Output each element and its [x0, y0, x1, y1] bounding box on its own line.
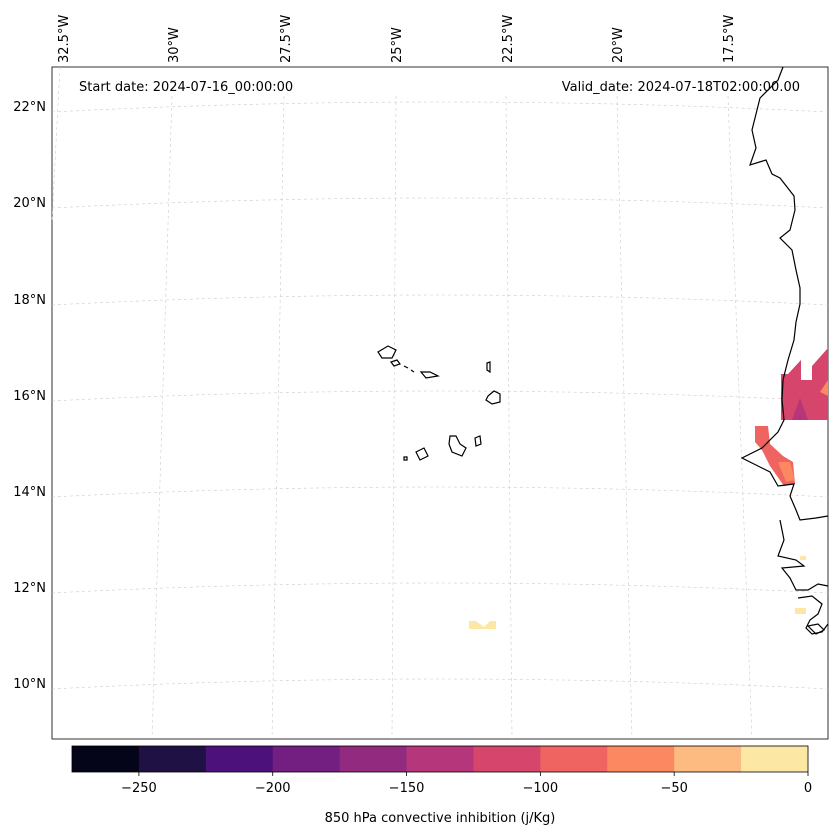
graticule — [51, 66, 829, 740]
island-sao-vicente — [390, 359, 401, 367]
colorbar-tick-label: −200 — [255, 781, 291, 796]
lon-label-27.5: 27.5°W — [279, 15, 294, 63]
colorbar-swatch — [473, 746, 541, 772]
colorbar-frame — [71, 745, 809, 773]
lon-label-30: 30°W — [167, 27, 182, 63]
gridline-lon-30 — [151, 95, 173, 740]
cin-patch-coast-edge — [820, 380, 828, 396]
colorbar-label: 850 hPa convective inhibition (j/Kg) — [325, 811, 556, 826]
island-santa-luzia — [403, 365, 409, 369]
gridline-lat-14 — [51, 486, 829, 498]
colorbar-tick-label: 0 — [804, 781, 812, 796]
cin-patch-coast-mid-light — [778, 462, 795, 482]
island-bijagos — [806, 623, 826, 635]
colorbar-swatch — [741, 746, 809, 772]
cin-contours — [469, 348, 828, 629]
gridline-lon-22.5 — [505, 95, 513, 740]
colorbar-tick-label: −250 — [121, 781, 157, 796]
colorbar-tick-label: −100 — [523, 781, 559, 796]
gridline-lon-17.5 — [727, 95, 753, 740]
cin-patch-coast-south — [795, 608, 806, 614]
island-maio — [474, 435, 482, 447]
colorbar-swatch — [607, 746, 675, 772]
island-raso — [410, 369, 415, 373]
colorbar-tick-label: −150 — [389, 781, 425, 796]
gridline-lon-32.5 — [51, 66, 61, 221]
island-fogo — [415, 447, 429, 461]
gridline-lon-25 — [391, 95, 397, 740]
lat-label-20: 20°N — [13, 196, 46, 211]
coastline-senegambia — [777, 519, 829, 591]
colorbar-swatches — [72, 746, 809, 772]
lon-label-32.5: 32.5°W — [57, 15, 72, 63]
colorbar-swatch — [205, 746, 274, 772]
island-boa-vista — [485, 390, 501, 405]
lat-label-16: 16°N — [13, 389, 46, 404]
lat-label-22: 22°N — [13, 100, 46, 115]
cin-patch-ocean-south — [469, 621, 496, 629]
valid-date-label: Valid_date: 2024-07-18T02:00:00.00 — [562, 80, 800, 95]
start-date-label: Start date: 2024-07-16_00:00:00 — [79, 80, 293, 95]
lat-label-12: 12°N — [13, 581, 46, 596]
cin-patch-coast-north — [781, 348, 828, 420]
lon-labels: 32.5°W 30°W 27.5°W 25°W 22.5°W 20°W 17.5… — [57, 15, 737, 63]
coastlines — [377, 66, 829, 635]
lat-labels: 22°N 20°N 18°N 16°N 14°N 12°N 10°N — [13, 100, 46, 692]
lon-label-20: 20°W — [611, 27, 626, 63]
island-santo-antao — [377, 345, 397, 359]
colorbar-swatch — [406, 746, 474, 772]
gridline-lat-12 — [51, 582, 829, 594]
island-sao-nicolau — [419, 371, 440, 379]
gridline-lon-27.5 — [271, 95, 285, 740]
colorbar: −250 −200 −150 −100 −50 0 850 hPa convective … — [71, 745, 812, 826]
lat-label-10: 10°N — [13, 677, 46, 692]
colorbar-tick-label: −50 — [660, 781, 687, 796]
island-brava — [403, 456, 408, 461]
lon-label-22.5: 22.5°W — [501, 15, 516, 63]
cin-patch-gambia — [800, 556, 806, 560]
colorbar-swatch — [138, 746, 207, 772]
gridline-lon-20 — [616, 95, 633, 740]
gridline-lat-22 — [51, 101, 829, 113]
lon-label-17.5: 17.5°W — [722, 15, 737, 63]
coastline-west-africa — [740, 66, 829, 521]
cin-patch-coast-inner — [792, 398, 808, 420]
colorbar-swatch — [72, 746, 140, 772]
colorbar-swatch — [272, 746, 341, 772]
map-panel — [51, 66, 829, 740]
colorbar-ticks: −250 −200 −150 −100 −50 0 — [121, 772, 812, 796]
gridline-lat-10 — [51, 678, 829, 690]
gridline-lat-18 — [51, 294, 829, 306]
gridline-lat-20 — [51, 197, 829, 209]
lon-label-25: 25°W — [390, 27, 405, 63]
island-sal — [486, 361, 491, 374]
island-santiago — [448, 435, 467, 457]
colorbar-swatch — [674, 746, 742, 772]
colorbar-swatch — [540, 746, 608, 772]
lat-label-14: 14°N — [13, 485, 46, 500]
colorbar-swatch — [339, 746, 407, 772]
lat-label-18: 18°N — [13, 293, 46, 308]
